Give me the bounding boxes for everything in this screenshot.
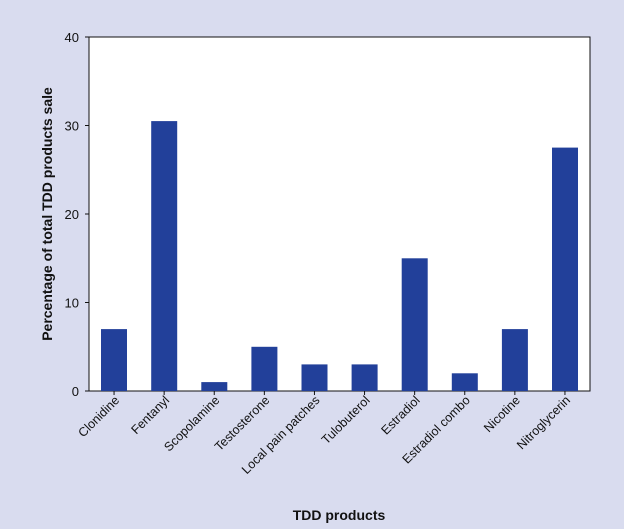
bar-estradiol [401, 258, 428, 392]
x-tick-label: Tulobuterol [319, 393, 373, 447]
y-tick-label: 0 [72, 384, 79, 399]
bar-tulobuterol [351, 364, 378, 391]
x-tick-label: Clonidine [75, 393, 122, 440]
bar-clonidine [101, 329, 127, 391]
bar-nitroglycerin [552, 147, 578, 391]
bar-scopolamine [201, 382, 228, 391]
y-tick-label: 40 [65, 30, 79, 45]
bar-local-pain-patches [301, 364, 328, 391]
y-axis-ticks: 0 10 20 30 40 [65, 30, 89, 399]
x-axis-title: TDD products [293, 507, 386, 523]
y-tick-label: 30 [65, 119, 79, 134]
bars-group [101, 121, 578, 392]
x-tick-label: Fentanyl [128, 393, 172, 437]
x-tick-label: Estradiol [378, 393, 422, 437]
x-tick-label: Nitroglycerin [514, 393, 573, 452]
bar-nicotine [501, 329, 528, 391]
y-tick-label: 10 [65, 296, 79, 311]
y-axis-title: Percentage of total TDD products sale [39, 87, 55, 341]
x-axis-ticks: Clonidine FentanylScopolamineTestosterone… [75, 391, 573, 477]
bar-fentanyl [151, 121, 178, 391]
x-tick-label: Nicotine [481, 393, 523, 435]
bar-testosterone [251, 346, 278, 392]
y-tick-label: 20 [65, 207, 79, 222]
bar-estradiol-combo [451, 373, 478, 391]
